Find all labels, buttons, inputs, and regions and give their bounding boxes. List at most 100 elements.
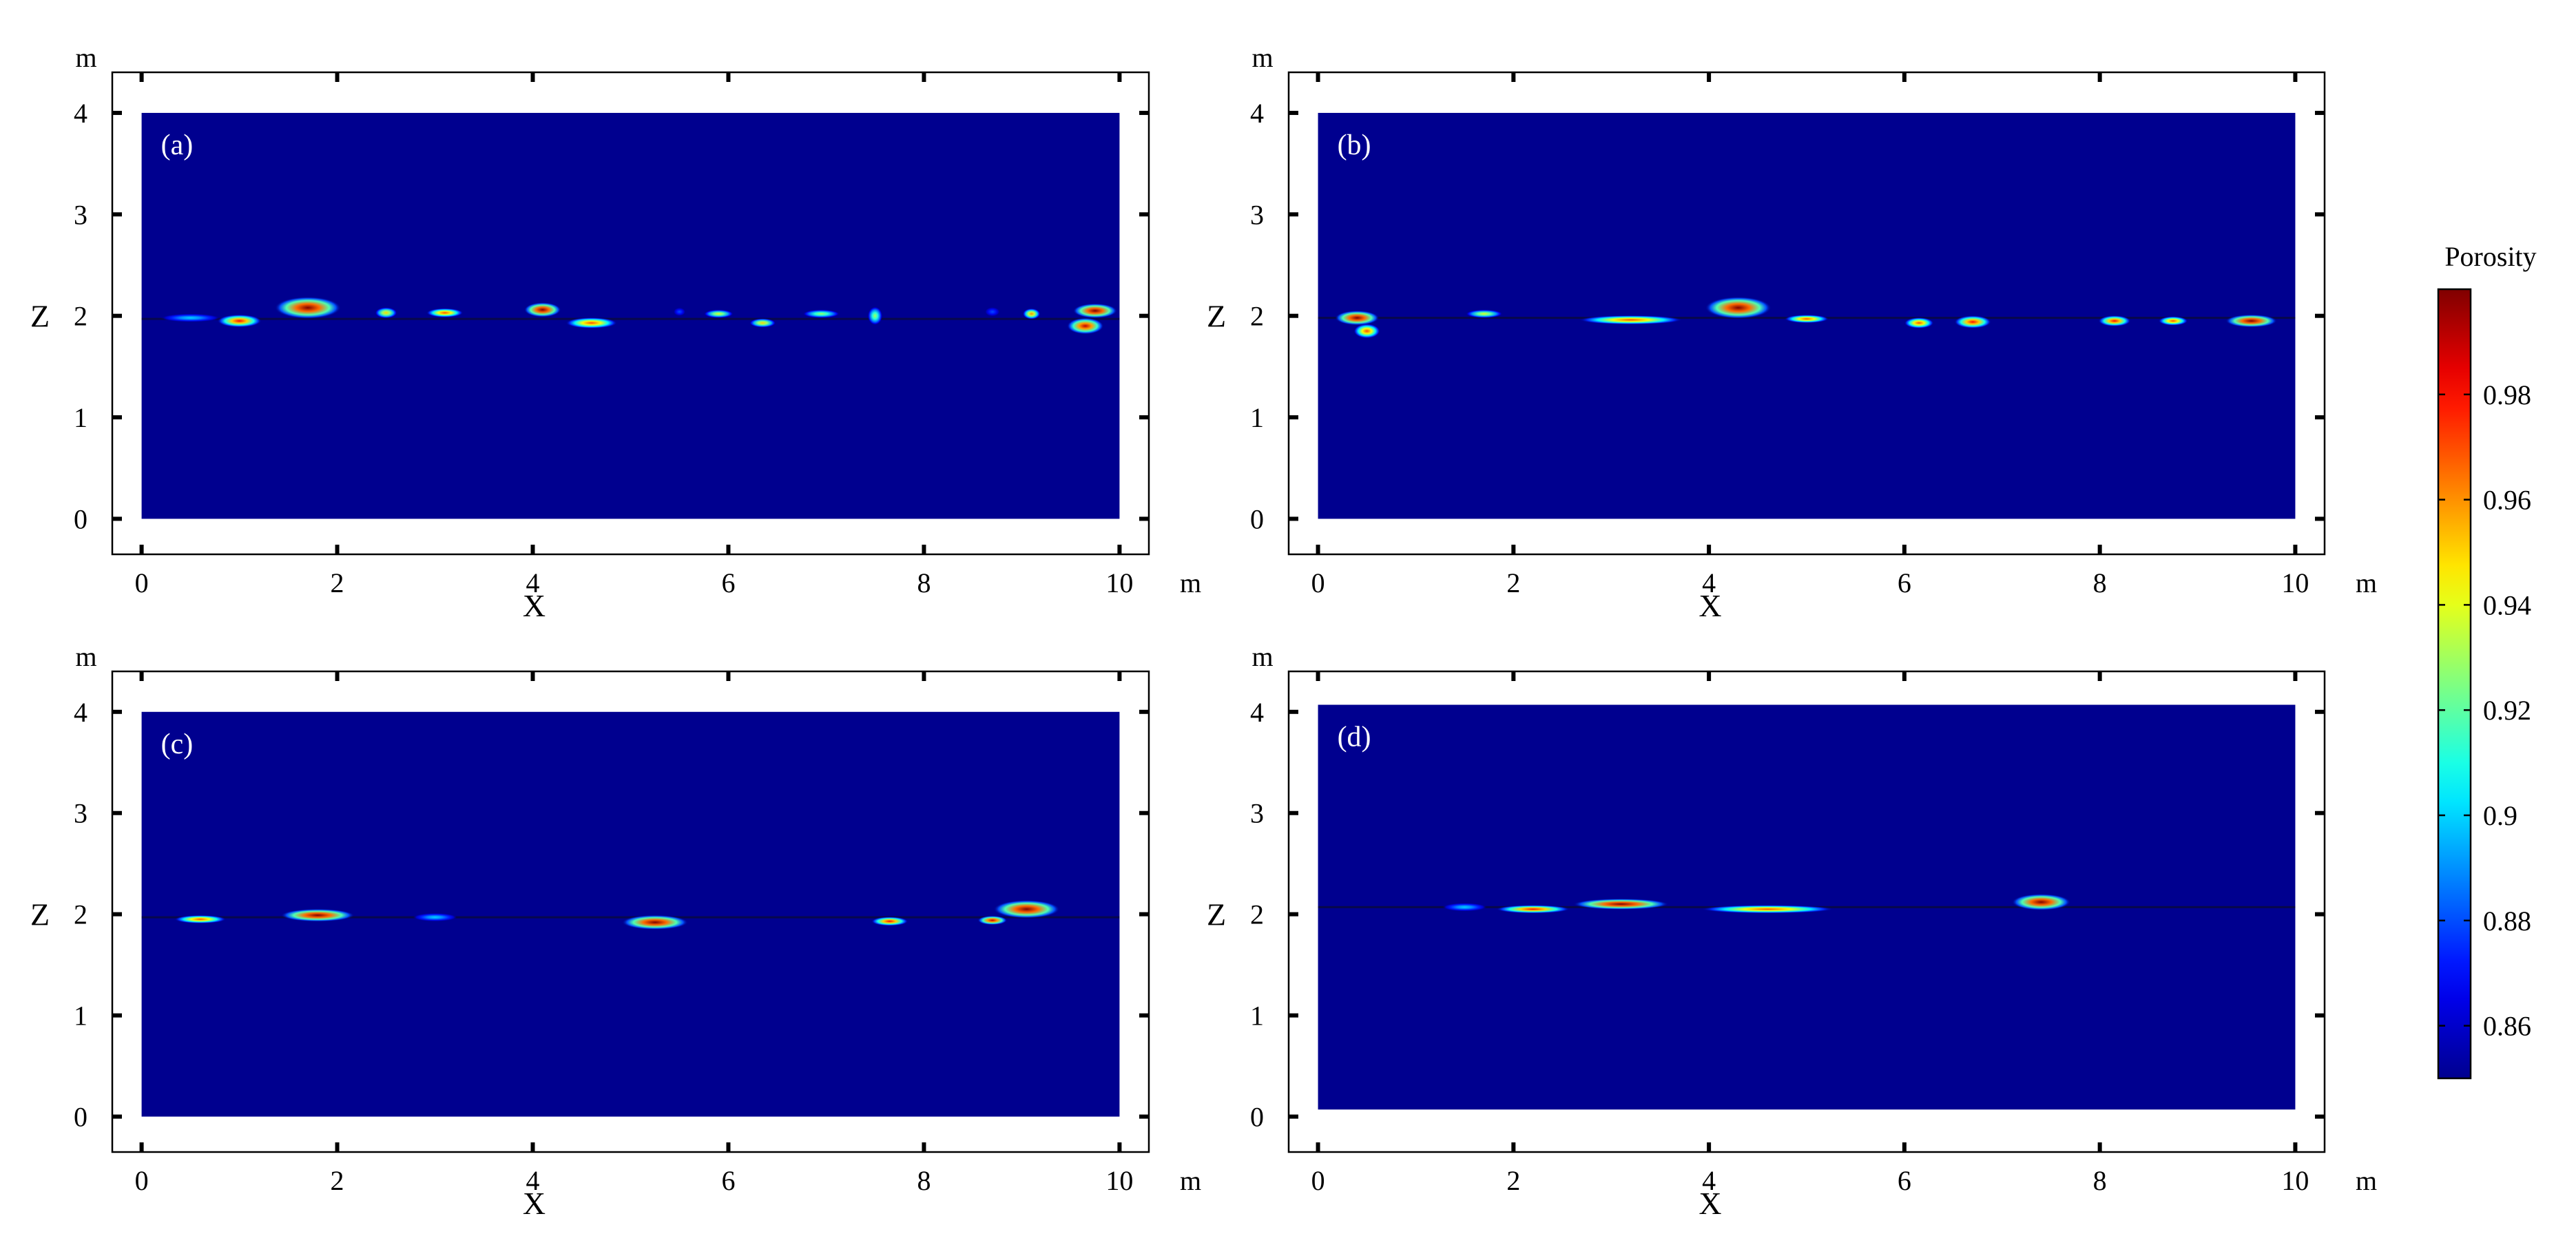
x-tick-label: 2 (1506, 567, 1520, 598)
colorbar-tick-label: 0.88 (2483, 906, 2531, 936)
x-tick-label: 10 (2281, 567, 2309, 598)
porosity-anomaly (1466, 309, 1503, 318)
porosity-anomaly (977, 915, 1008, 925)
x-tick-label: 6 (1898, 1165, 1911, 1196)
porosity-anomaly (1701, 905, 1834, 914)
x-tick-label: 2 (331, 567, 344, 598)
porosity-anomaly (1335, 311, 1380, 326)
y-axis-label: Z (1207, 897, 1226, 932)
porosity-anomaly (1353, 324, 1380, 339)
porosity-anomaly (802, 309, 840, 318)
x-tick-label: 6 (721, 1165, 735, 1196)
y-axis-label: Z (30, 299, 50, 334)
porosity-anomaly (2225, 314, 2277, 328)
y-unit-label: m (75, 641, 96, 672)
porosity-anomaly (871, 917, 908, 926)
porosity-anomaly (2098, 315, 2131, 327)
y-tick-label: 3 (74, 798, 87, 829)
x-tick-label: 0 (135, 1165, 149, 1196)
y-tick-label: 0 (74, 1102, 87, 1133)
plot-frame (111, 670, 1150, 1153)
x-tick-label: 4 (1702, 567, 1716, 598)
colorbar-scale (2437, 288, 2472, 1080)
x-tick-label: 6 (1898, 567, 1911, 598)
porosity-anomaly (524, 302, 561, 317)
plot-frame (1287, 670, 2326, 1153)
x-unit-label: m (1180, 567, 1201, 598)
x-tick-label: 10 (1105, 1165, 1133, 1196)
y-tick-label: 0 (74, 503, 87, 534)
x-tick-label: 2 (331, 1165, 344, 1196)
plot-frame (111, 71, 1150, 556)
porosity-anomaly (673, 307, 686, 316)
porosity-anomaly (1067, 317, 1104, 335)
x-tick-label: 6 (721, 567, 735, 598)
porosity-anomaly (1705, 296, 1772, 319)
porosity-anomaly (1785, 315, 1829, 324)
colorbar-tick-label: 0.96 (2483, 485, 2531, 516)
y-tick-label: 3 (74, 199, 87, 230)
x-tick-label: 4 (526, 1165, 540, 1196)
colorbar-title: Porosity (2444, 241, 2536, 272)
porosity-colorbar: Porosity 0.86 0.88 0.9 0.92 0.94 0.96 0.98 (2437, 241, 2537, 1080)
x-tick-label: 8 (917, 567, 931, 598)
colorbar-tick-label: 0.86 (2483, 1011, 2531, 1042)
porosity-anomaly (426, 308, 464, 317)
x-tick-label: 0 (135, 567, 149, 598)
colorbar-tick-label: 0.98 (2483, 379, 2531, 410)
y-tick-label: 3 (1250, 199, 1264, 230)
y-unit-label: m (75, 42, 96, 73)
porosity-anomaly (1022, 308, 1041, 320)
y-tick-label: 1 (74, 402, 87, 433)
porosity-anomaly (2011, 894, 2071, 910)
x-tick-label: 2 (1506, 1165, 1520, 1196)
y-tick-label: 2 (74, 899, 87, 930)
porosity-anomaly (375, 307, 397, 319)
porosity-anomaly (174, 915, 227, 924)
x-axis-label: X (523, 1186, 546, 1221)
y-axis-label: Z (30, 897, 50, 932)
x-unit-label: m (2356, 1165, 2377, 1196)
y-tick-label: 4 (74, 98, 87, 129)
y-tick-label: 1 (74, 1001, 87, 1032)
y-axis-label: Z (1207, 299, 1226, 334)
porosity-anomaly (1496, 905, 1570, 914)
porosity-anomaly (867, 306, 883, 325)
x-axis-label: X (1699, 1186, 1721, 1221)
panel-label: (c) (161, 729, 194, 760)
porosity-anomaly (985, 307, 1000, 317)
porosity-anomaly (1954, 315, 1991, 328)
x-axis-label: X (1699, 588, 1721, 623)
y-unit-label: m (1251, 42, 1273, 73)
x-tick-label: 8 (2093, 1165, 2107, 1196)
porosity-anomaly (2158, 316, 2188, 326)
y-tick-label: 4 (1250, 697, 1264, 728)
panel-label: (d) (1338, 721, 1371, 753)
porosity-anomaly (1573, 899, 1669, 910)
porosity-anomaly (1072, 303, 1117, 318)
porosity-anomaly (217, 314, 262, 328)
plot-frame (1287, 71, 2326, 556)
y-tick-label: 1 (1250, 402, 1264, 433)
porosity-anomaly (749, 318, 776, 328)
panel-label: (b) (1338, 129, 1371, 161)
y-tick-label: 4 (74, 697, 87, 728)
x-tick-label: 10 (1105, 567, 1133, 598)
colorbar-tick-label: 0.92 (2483, 695, 2531, 726)
porosity-anomaly (280, 908, 355, 922)
porosity-anomaly (160, 313, 220, 322)
colorbar-tick-label: 0.94 (2483, 589, 2531, 620)
porosity-anomaly (993, 900, 1060, 919)
x-tick-label: 0 (1311, 567, 1325, 598)
x-unit-label: m (2356, 567, 2377, 598)
y-tick-label: 0 (1250, 1102, 1264, 1133)
porosity-anomaly (622, 914, 688, 930)
porosity-anomaly (1442, 903, 1487, 912)
colorbar-tick-label: 0.9 (2483, 800, 2517, 831)
y-tick-label: 2 (1250, 301, 1264, 332)
